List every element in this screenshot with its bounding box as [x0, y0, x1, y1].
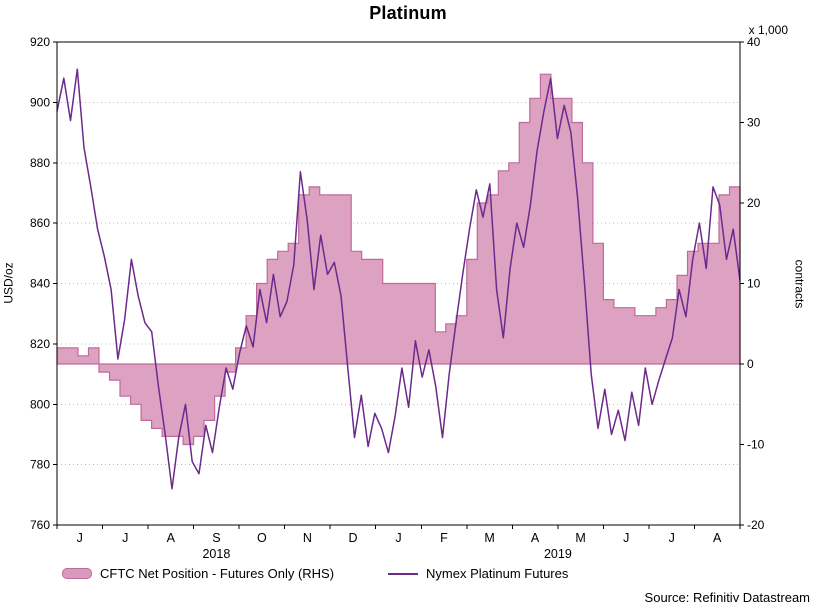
svg-text:F: F [440, 531, 448, 545]
chart-title: Platinum [369, 3, 447, 23]
svg-text:10: 10 [747, 277, 761, 291]
right-axis-unit-label: x 1,000 [748, 23, 788, 37]
svg-text:M: M [575, 531, 585, 545]
svg-text:2019: 2019 [544, 547, 572, 561]
svg-text:J: J [623, 531, 629, 545]
source-credit: Source: Refinitiv Datastream [644, 590, 810, 605]
svg-text:J: J [77, 531, 83, 545]
svg-text:S: S [212, 531, 220, 545]
year-labels: 2018 2019 [202, 547, 571, 561]
svg-text:0: 0 [747, 357, 754, 371]
svg-text:40: 40 [747, 35, 761, 49]
left-axis-title: USD/oz [1, 262, 16, 304]
axis-ticks [53, 41, 744, 529]
left-axis-tick-labels: 760 780 800 820 840 860 880 900 920 [30, 35, 50, 532]
svg-text:840: 840 [30, 277, 50, 291]
price-line-swatch-icon [388, 572, 419, 575]
svg-text:860: 860 [30, 216, 50, 230]
svg-text:760: 760 [30, 518, 50, 532]
legend-label-cftc: CFTC Net Position - Futures Only (RHS) [100, 566, 335, 581]
legend-item-futures: Nymex Platinum Futures [388, 566, 568, 581]
svg-text:J: J [669, 531, 675, 545]
svg-text:30: 30 [747, 116, 761, 130]
svg-text:-10: -10 [747, 438, 765, 452]
svg-text:A: A [167, 531, 176, 545]
svg-text:800: 800 [30, 397, 50, 411]
svg-text:880: 880 [30, 156, 50, 170]
chart-legend: CFTC Net Position - Futures Only (RHS) N… [62, 566, 568, 581]
svg-text:O: O [257, 531, 267, 545]
legend-label-futures: Nymex Platinum Futures [426, 566, 569, 581]
svg-text:M: M [484, 531, 494, 545]
svg-text:J: J [122, 531, 128, 545]
svg-text:J: J [395, 531, 401, 545]
svg-text:A: A [713, 531, 722, 545]
cftc-area-swatch-icon [62, 568, 92, 579]
svg-text:D: D [348, 531, 357, 545]
svg-text:2018: 2018 [202, 547, 230, 561]
svg-text:-20: -20 [747, 518, 765, 532]
svg-text:900: 900 [30, 95, 50, 109]
cftc-net-position-area [56, 73, 741, 446]
platinum-price-line [56, 68, 741, 490]
svg-text:920: 920 [30, 35, 50, 49]
svg-text:N: N [303, 531, 312, 545]
right-axis-tick-labels: -20 -10 0 10 20 30 40 [747, 35, 765, 532]
legend-item-cftc: CFTC Net Position - Futures Only (RHS) [62, 566, 334, 581]
right-axis-title: contracts [792, 259, 807, 309]
svg-text:A: A [531, 531, 540, 545]
svg-text:20: 20 [747, 196, 761, 210]
svg-text:820: 820 [30, 337, 50, 351]
svg-text:780: 780 [30, 458, 50, 472]
